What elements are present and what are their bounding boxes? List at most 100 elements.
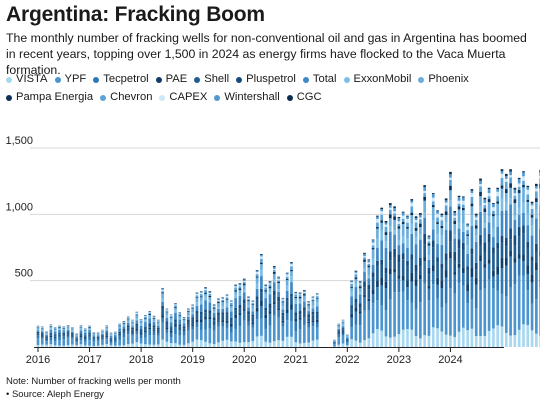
bar-stack bbox=[79, 325, 83, 347]
bar-segment-ypf bbox=[242, 320, 246, 343]
bar-segment-chevron bbox=[487, 196, 491, 200]
bar-segment-pae bbox=[204, 316, 207, 320]
bar-segment-exxonmobil bbox=[367, 274, 371, 279]
bar-segment-exxonmobil bbox=[58, 329, 61, 331]
legend-label: Phoenix bbox=[428, 73, 469, 85]
bar-segment-exxonmobil bbox=[126, 321, 130, 323]
bar-segment-pampa-energia bbox=[453, 220, 457, 225]
bar-stack bbox=[517, 177, 521, 347]
bar-segment-wintershall bbox=[199, 291, 203, 293]
bar-segment-total bbox=[169, 322, 173, 327]
bar-stack bbox=[311, 296, 315, 347]
bar-segment-wintershall bbox=[290, 262, 293, 265]
bar-stack bbox=[281, 297, 285, 347]
bar-segment-shell bbox=[414, 270, 418, 280]
bar-segment-chevron bbox=[247, 299, 250, 301]
bar-segment-pluspetrol bbox=[191, 317, 194, 320]
bar-stack bbox=[431, 193, 435, 347]
bar-segment-chevron bbox=[479, 186, 482, 192]
bar-segment-total bbox=[388, 231, 392, 252]
bar-segment-pluspetrol bbox=[500, 235, 504, 243]
bar-segment-shell bbox=[92, 337, 96, 339]
bar-segment-tecpetrol bbox=[169, 332, 173, 338]
bar-segment-phoenix bbox=[225, 299, 229, 304]
bar-segment-tecpetrol bbox=[436, 284, 439, 299]
bar-segment-capex bbox=[105, 325, 109, 327]
bar-segment-ypf bbox=[457, 283, 461, 332]
bar-segment-vista bbox=[152, 344, 156, 347]
bar-segment-exxonmobil bbox=[212, 311, 216, 314]
bar-segment-pae bbox=[535, 262, 538, 271]
bar-stack bbox=[444, 198, 448, 347]
bar-segment-chevron bbox=[401, 219, 405, 222]
bar-stack bbox=[509, 169, 512, 347]
bar-segment-exxonmobil bbox=[303, 299, 306, 302]
bar-segment-exxonmobil bbox=[268, 291, 272, 295]
bar-segment-capex bbox=[427, 239, 431, 242]
bar-segment-pluspetrol bbox=[114, 337, 117, 339]
bar-segment-chevron bbox=[260, 258, 263, 263]
bar-segment-wintershall bbox=[260, 255, 263, 257]
bar-segment-total bbox=[496, 226, 500, 243]
bar-segment-pae bbox=[406, 280, 409, 288]
bar-segment-shell bbox=[522, 233, 525, 255]
legend-label: YPF bbox=[64, 73, 87, 85]
bar-segment-tecpetrol bbox=[182, 331, 186, 336]
bar-segment-chevron bbox=[277, 280, 280, 282]
bar-segment-phoenix bbox=[251, 304, 255, 309]
bar-segment-shell bbox=[272, 295, 276, 303]
bar-segment-pluspetrol bbox=[126, 325, 130, 328]
bar-segment-vista bbox=[62, 345, 66, 347]
bar-segment-exxonmobil bbox=[187, 315, 190, 317]
bar-segment-pluspetrol bbox=[517, 226, 521, 237]
bar-segment-pluspetrol bbox=[384, 267, 388, 274]
bar-segment-tecpetrol bbox=[487, 263, 491, 280]
bar-segment-wintershall bbox=[161, 288, 164, 290]
bar-segment-wintershall bbox=[311, 296, 315, 299]
bar-stack bbox=[251, 300, 255, 347]
bar-stack bbox=[36, 325, 40, 347]
bar-segment-pluspetrol bbox=[315, 311, 319, 314]
bar-segment-total bbox=[307, 311, 310, 315]
bar-segment-pluspetrol bbox=[208, 310, 212, 314]
bar-segment-shell bbox=[294, 315, 298, 319]
bar-segment-capex bbox=[294, 293, 298, 295]
bar-segment-phoenix bbox=[75, 334, 78, 336]
bar-segment-total bbox=[513, 219, 517, 236]
bar-segment-chevron bbox=[109, 333, 113, 334]
bar-segment-exxonmobil bbox=[225, 303, 229, 308]
bar-segment-phoenix bbox=[530, 217, 534, 226]
bar-segment-chevron bbox=[212, 306, 216, 308]
bar-segment-pluspetrol bbox=[423, 233, 426, 245]
bar-segment-pluspetrol bbox=[380, 259, 384, 265]
bar-segment-pampa-energia bbox=[479, 191, 482, 197]
bar-segment-phoenix bbox=[156, 322, 160, 325]
bar-segment-pampa-energia bbox=[440, 225, 444, 229]
bar-segment-ypf bbox=[148, 335, 152, 345]
bar-segment-shell bbox=[79, 334, 83, 337]
legend-label: Pampa Energia bbox=[16, 91, 94, 104]
legend-item-capex: CAPEX bbox=[159, 89, 207, 107]
bar-segment-pampa-energia bbox=[470, 203, 474, 207]
bar-segment-wintershall bbox=[393, 207, 396, 212]
bar-segment-pampa-energia bbox=[380, 220, 384, 223]
bar-segment-phoenix bbox=[337, 325, 341, 328]
bar-segment-ypf bbox=[199, 329, 203, 341]
bar-stack bbox=[466, 223, 469, 347]
bar-segment-exxonmobil bbox=[66, 328, 70, 330]
bar-segment-pae bbox=[517, 254, 521, 259]
bar-segment-pluspetrol bbox=[281, 312, 285, 316]
bar-segment-pampa-energia bbox=[397, 226, 401, 229]
bar-segment-exxonmobil bbox=[462, 223, 465, 232]
bar-segment-chevron bbox=[255, 274, 259, 277]
bar-segment-phoenix bbox=[384, 234, 388, 242]
bar-segment-cgc bbox=[388, 203, 392, 205]
chart-subtitle: The monthly number of fracking wells for… bbox=[6, 31, 527, 77]
bar-segment-shell bbox=[217, 315, 220, 321]
bar-segment-wintershall bbox=[487, 189, 491, 194]
bar-segment-capex bbox=[247, 298, 250, 300]
bar-segment-ypf bbox=[83, 341, 87, 346]
bar-segment-total bbox=[58, 330, 61, 334]
bar-segment-wintershall bbox=[401, 212, 405, 216]
bar-segment-phoenix bbox=[126, 319, 130, 322]
